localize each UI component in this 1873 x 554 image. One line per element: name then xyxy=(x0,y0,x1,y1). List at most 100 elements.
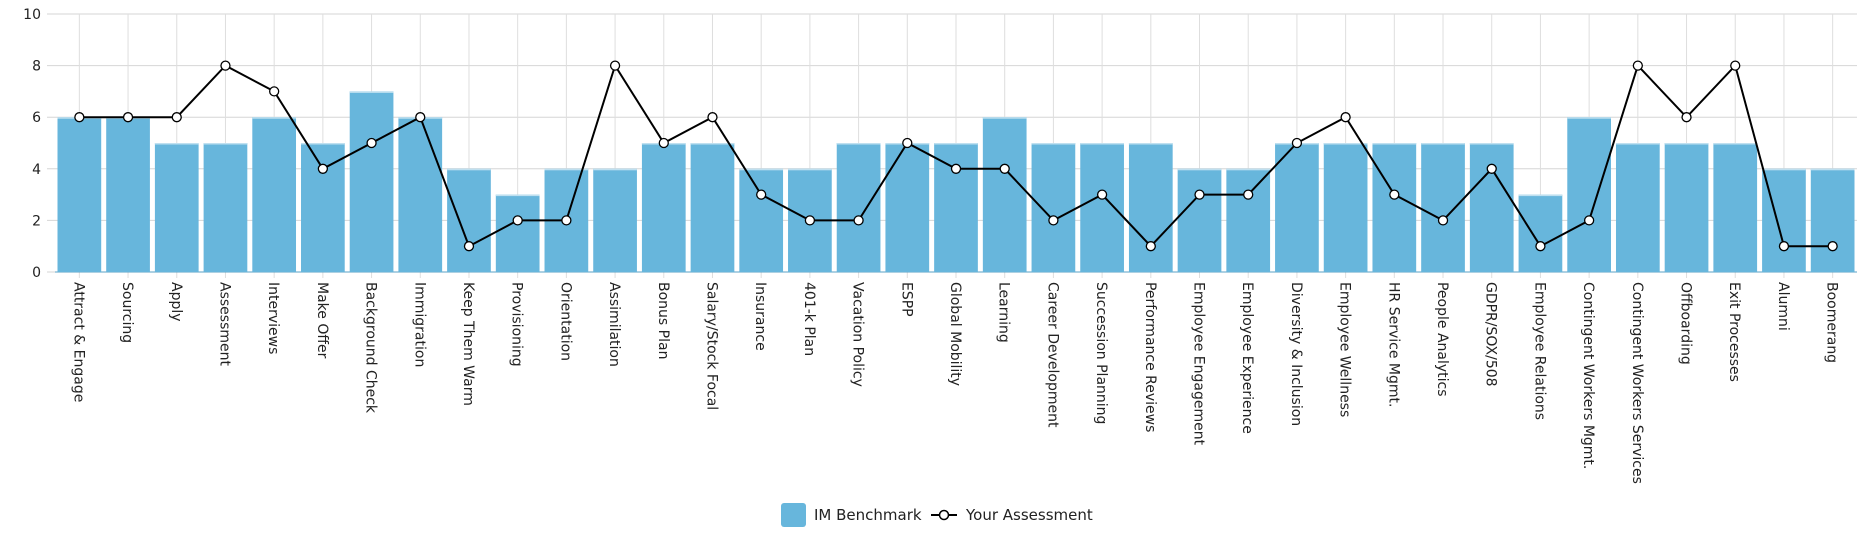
assessment-point[interactable] xyxy=(1827,241,1838,252)
bar-top-edge xyxy=(1469,143,1514,145)
bar-top-edge xyxy=(1567,117,1611,119)
assessment-point[interactable] xyxy=(74,112,85,123)
x-tick-label: Diversity & Inclusion xyxy=(1288,282,1304,426)
assessment-point[interactable] xyxy=(1583,215,1595,226)
bar xyxy=(739,168,784,272)
bar-top-edge xyxy=(1810,168,1855,171)
bar xyxy=(934,143,978,272)
bar-top-edge xyxy=(301,143,345,145)
bar xyxy=(57,117,102,272)
bar-top-edge xyxy=(1177,168,1222,171)
assessment-point[interactable] xyxy=(1340,112,1351,123)
x-tick-label: ESPP xyxy=(898,282,914,317)
x-tick-label: Employee Experience xyxy=(1239,282,1255,434)
bar xyxy=(1615,143,1660,272)
bar xyxy=(106,117,150,272)
bar-top-edge xyxy=(934,143,978,145)
assessment-point[interactable] xyxy=(1778,241,1790,252)
bar-top-edge xyxy=(1031,143,1076,145)
bar xyxy=(1177,168,1222,272)
bar xyxy=(1275,143,1319,272)
assessment-point[interactable] xyxy=(1145,241,1156,252)
assessment-point[interactable] xyxy=(707,112,718,123)
assessment-point[interactable] xyxy=(1096,189,1108,200)
x-tick-label: Immigration xyxy=(411,282,427,367)
assessment-point[interactable] xyxy=(269,86,280,97)
y-tick-label: 6 xyxy=(32,110,41,126)
x-tick-label: Learning xyxy=(996,282,1012,343)
assessment-point[interactable] xyxy=(1437,215,1449,226)
assessment-point[interactable] xyxy=(1730,60,1741,71)
x-tick-label: Sourcing xyxy=(119,282,135,343)
x-tick-label: Make Offer xyxy=(314,282,330,359)
x-tick-label: Employee Engagement xyxy=(1191,282,1207,446)
bar-top-edge xyxy=(1128,143,1173,145)
y-tick-label: 0 xyxy=(32,265,41,281)
assessment-point[interactable] xyxy=(220,60,231,71)
line-series xyxy=(74,60,1838,252)
x-axis: Attract & Engage Sourcing Apply Assessment I… xyxy=(70,282,1839,484)
assessment-point[interactable] xyxy=(1048,215,1059,226)
assessment-point[interactable] xyxy=(1389,189,1400,200)
assessment-point[interactable] xyxy=(1535,241,1546,252)
assessment-point[interactable] xyxy=(463,241,475,252)
legend-item-benchmark[interactable]: IM Benchmark xyxy=(781,503,922,527)
assessment-point[interactable] xyxy=(512,215,523,226)
bar xyxy=(1664,143,1709,272)
bar xyxy=(1713,143,1758,272)
assessment-point[interactable] xyxy=(804,215,816,226)
bar xyxy=(1226,168,1271,272)
bar xyxy=(1762,168,1806,272)
x-tick-label: Vacation Policy xyxy=(850,282,866,387)
assessment-point[interactable] xyxy=(950,163,962,174)
assessment-point[interactable] xyxy=(999,163,1010,174)
x-tick-label: Boomerang xyxy=(1824,282,1840,363)
x-tick-label: Keep Them Warm xyxy=(460,282,476,406)
assessment-point[interactable] xyxy=(853,215,864,226)
assessment-point[interactable] xyxy=(1632,60,1643,71)
assessment-point[interactable] xyxy=(561,215,572,226)
bar xyxy=(1567,117,1611,272)
bar-top-edge xyxy=(1762,168,1806,171)
assessment-point[interactable] xyxy=(122,112,134,123)
bar xyxy=(593,168,637,272)
bar xyxy=(1128,143,1173,272)
x-tick-label: Career Development xyxy=(1044,282,1060,428)
x-tick-label: People Analytics xyxy=(1434,282,1450,397)
assessment-point[interactable] xyxy=(317,163,329,174)
bar xyxy=(1323,143,1368,272)
x-tick-label: Succession Planning xyxy=(1093,282,1109,424)
assessment-point[interactable] xyxy=(1486,163,1497,174)
assessment-point[interactable] xyxy=(658,137,669,149)
assessment-point[interactable] xyxy=(171,112,182,123)
bar xyxy=(836,143,881,272)
bar xyxy=(1031,143,1076,272)
assessment-point[interactable] xyxy=(1243,189,1254,200)
assessment-point[interactable] xyxy=(609,60,621,71)
bar xyxy=(252,117,297,272)
y-tick-label: 4 xyxy=(32,162,41,178)
assessment-point[interactable] xyxy=(1681,112,1692,123)
legend-label: Your Assessment xyxy=(965,506,1093,524)
bar-top-edge xyxy=(1080,143,1124,145)
assessment-point[interactable] xyxy=(756,189,767,200)
x-tick-label: Assessment xyxy=(216,282,232,366)
bar-top-edge xyxy=(982,117,1027,119)
x-tick-label: Contingent Workers Mgmt. xyxy=(1580,282,1596,469)
bar xyxy=(641,143,686,272)
x-tick-label: Assimilation xyxy=(606,282,622,367)
bar-top-edge xyxy=(154,143,199,145)
bar-top-edge xyxy=(544,168,589,171)
x-tick-label: Employee Wellness xyxy=(1337,282,1353,417)
legend-item-assessment[interactable]: Your Assessment xyxy=(931,506,1093,524)
legend-swatch-bar xyxy=(781,503,806,527)
assessment-point[interactable] xyxy=(902,137,913,149)
x-tick-label: Apply xyxy=(168,282,184,322)
assessment-point[interactable] xyxy=(366,137,377,149)
assessment-point[interactable] xyxy=(415,112,426,123)
assessment-point[interactable] xyxy=(1194,189,1205,200)
bar xyxy=(690,143,735,272)
assessment-point[interactable] xyxy=(1291,137,1303,149)
x-tick-label: 401-k Plan xyxy=(801,282,817,356)
